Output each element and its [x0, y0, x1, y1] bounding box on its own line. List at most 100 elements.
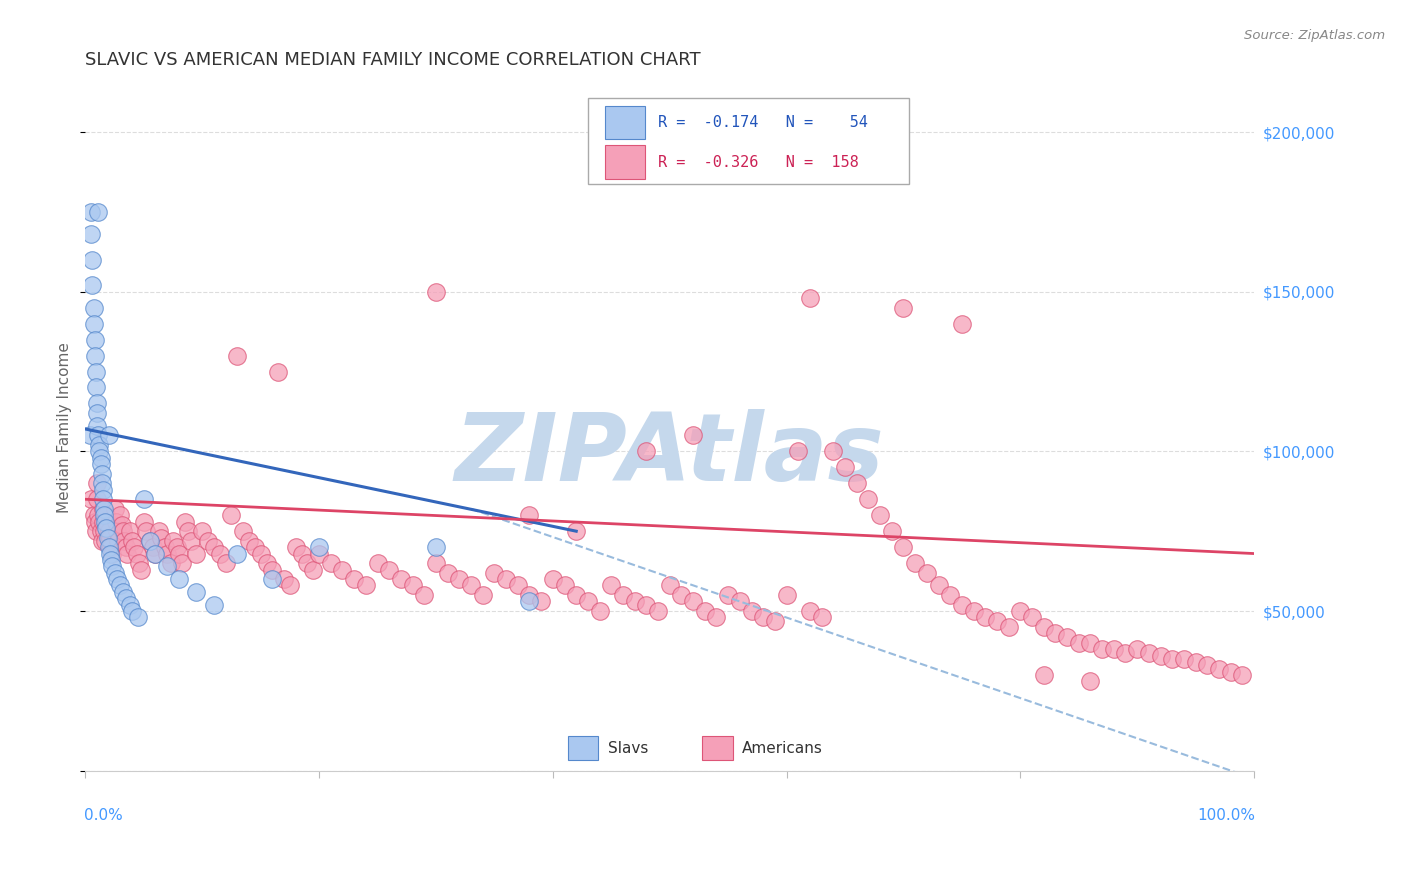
- Point: [186, 585, 208, 599]
- Point: [156, 547, 179, 561]
- Text: 0.0%: 0.0%: [84, 808, 122, 823]
- Point: [997, 620, 1019, 634]
- Point: [1232, 668, 1254, 682]
- Point: [693, 604, 716, 618]
- Point: [775, 588, 797, 602]
- Point: [87, 428, 110, 442]
- Point: [94, 515, 117, 529]
- Point: [197, 533, 219, 548]
- Point: [186, 547, 208, 561]
- Point: [86, 396, 108, 410]
- Point: [84, 380, 107, 394]
- Point: [90, 467, 112, 481]
- Point: [249, 547, 271, 561]
- Point: [565, 588, 588, 602]
- Point: [928, 578, 950, 592]
- Point: [104, 566, 127, 580]
- Point: [262, 572, 284, 586]
- Point: [647, 604, 669, 618]
- Point: [87, 205, 110, 219]
- Point: [893, 301, 915, 315]
- Point: [519, 594, 541, 608]
- FancyBboxPatch shape: [606, 106, 645, 139]
- Point: [950, 598, 973, 612]
- Point: [110, 578, 132, 592]
- Point: [100, 540, 122, 554]
- Point: [101, 559, 124, 574]
- Point: [904, 556, 927, 570]
- Point: [869, 508, 891, 523]
- Point: [986, 614, 1008, 628]
- Point: [939, 588, 962, 602]
- Point: [105, 524, 128, 539]
- Point: [763, 614, 786, 628]
- Text: R =  -0.326   N =  158: R = -0.326 N = 158: [658, 154, 859, 169]
- Point: [172, 556, 194, 570]
- Point: [880, 524, 903, 539]
- Point: [111, 585, 134, 599]
- Point: [167, 572, 190, 586]
- Point: [845, 476, 868, 491]
- Point: [354, 578, 377, 592]
- Point: [413, 588, 436, 602]
- Point: [83, 515, 105, 529]
- Point: [962, 604, 984, 618]
- Point: [728, 594, 751, 608]
- FancyBboxPatch shape: [568, 737, 599, 760]
- Point: [127, 610, 149, 624]
- Point: [1045, 626, 1067, 640]
- Point: [506, 578, 529, 592]
- Point: [84, 524, 107, 539]
- Point: [202, 598, 225, 612]
- Point: [90, 533, 112, 548]
- Point: [97, 517, 120, 532]
- Point: [1126, 642, 1149, 657]
- Point: [858, 492, 880, 507]
- Point: [243, 540, 266, 554]
- Point: [297, 556, 319, 570]
- Point: [682, 594, 704, 608]
- Point: [89, 444, 111, 458]
- Point: [787, 444, 810, 458]
- Point: [86, 406, 108, 420]
- Point: [974, 610, 997, 624]
- Point: [290, 547, 312, 561]
- Point: [93, 501, 115, 516]
- Point: [110, 517, 132, 532]
- Point: [153, 540, 176, 554]
- Point: [319, 556, 342, 570]
- Point: [1208, 661, 1230, 675]
- Point: [1032, 620, 1054, 634]
- FancyBboxPatch shape: [606, 145, 645, 179]
- Point: [90, 450, 112, 465]
- Point: [145, 547, 167, 561]
- Point: [810, 610, 832, 624]
- Point: [90, 476, 112, 491]
- Point: [1197, 658, 1219, 673]
- Point: [425, 540, 447, 554]
- Point: [101, 547, 124, 561]
- Point: [600, 578, 623, 592]
- Point: [132, 515, 155, 529]
- Point: [799, 291, 821, 305]
- Point: [96, 508, 118, 523]
- Point: [162, 533, 184, 548]
- Point: [208, 547, 231, 561]
- Point: [425, 285, 447, 299]
- Point: [87, 508, 110, 523]
- Point: [226, 349, 249, 363]
- Point: [180, 533, 202, 548]
- Point: [83, 301, 105, 315]
- Point: [156, 559, 179, 574]
- Point: [554, 578, 576, 592]
- Point: [90, 457, 112, 471]
- Point: [950, 317, 973, 331]
- Point: [389, 572, 412, 586]
- Point: [741, 604, 763, 618]
- Point: [128, 556, 150, 570]
- Point: [105, 572, 128, 586]
- Point: [1021, 610, 1043, 624]
- Point: [91, 483, 114, 497]
- Point: [460, 578, 482, 592]
- Point: [104, 515, 127, 529]
